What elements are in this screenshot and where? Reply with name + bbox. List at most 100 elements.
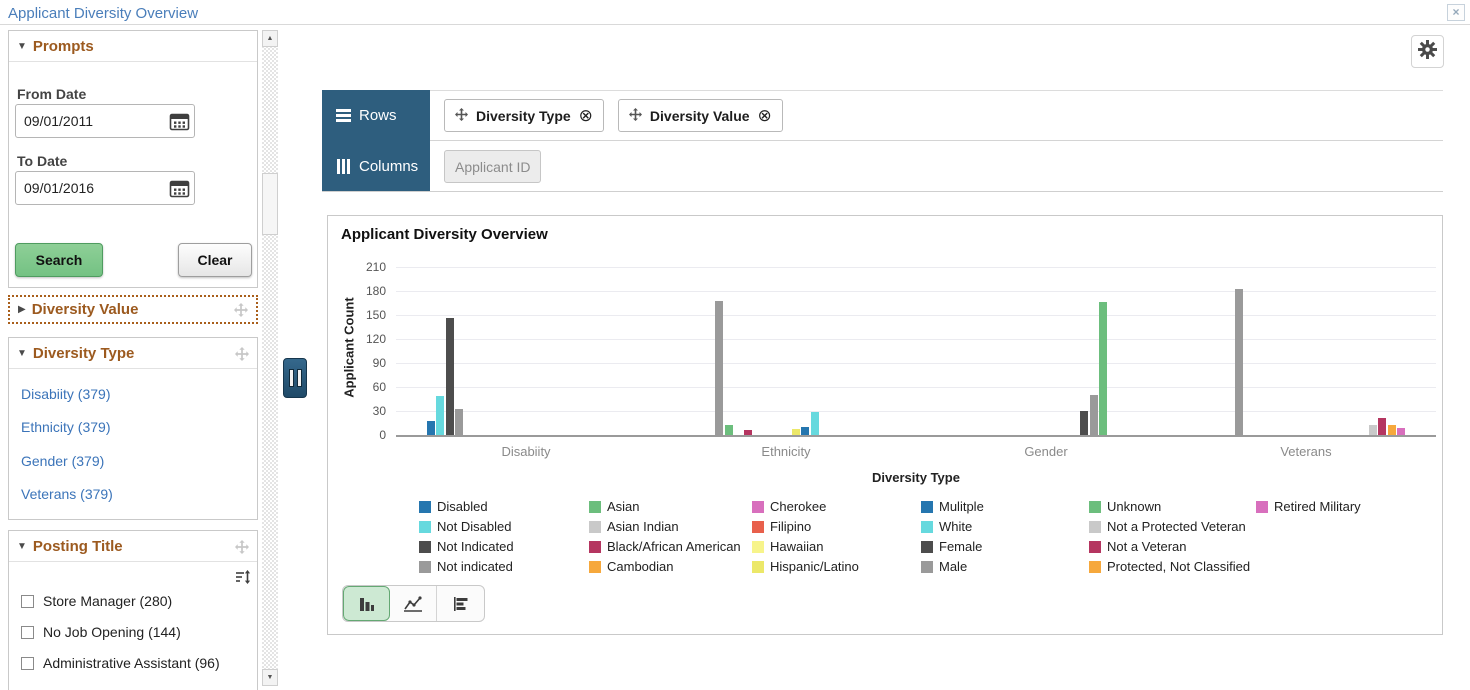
chip-applicant-id[interactable]: Applicant ID xyxy=(444,150,542,183)
legend-item[interactable]: Hawaiian xyxy=(752,539,823,554)
gridline xyxy=(396,291,1436,292)
move-icon[interactable] xyxy=(235,540,249,559)
to-date-input[interactable] xyxy=(16,180,164,196)
y-tick-label: 120 xyxy=(365,332,386,346)
to-date-calendar-icon[interactable] xyxy=(164,173,194,203)
bar-not-disabled[interactable] xyxy=(436,395,445,435)
diversity-value-panel[interactable]: ▶ Diversity Value xyxy=(8,295,258,324)
tab-columns[interactable]: Columns xyxy=(322,141,430,192)
y-tick-label: 90 xyxy=(372,356,386,370)
posting-title-option: No Job Opening (144) xyxy=(21,624,181,640)
bar-protected-not-classified[interactable] xyxy=(1387,424,1396,435)
bar-asian[interactable] xyxy=(724,424,733,435)
posting-title-option: Store Manager (280) xyxy=(21,593,172,609)
legend-item[interactable]: Not a Protected Veteran xyxy=(1089,519,1246,534)
legend-label: Hispanic/Latino xyxy=(770,559,859,574)
chip-diversity-value[interactable]: Diversity Value ⊗ xyxy=(617,99,783,132)
search-button[interactable]: Search xyxy=(15,243,103,277)
legend-swatch xyxy=(589,560,601,573)
close-button[interactable]: × xyxy=(1447,4,1465,21)
remove-icon[interactable]: ⊗ xyxy=(578,106,593,125)
sidebar-collapse-handle[interactable] xyxy=(283,358,307,398)
bar-female[interactable] xyxy=(1080,411,1089,435)
legend-swatch xyxy=(752,500,764,513)
checkbox-no-job-opening[interactable] xyxy=(21,625,34,639)
legend-item[interactable]: Not Disabled xyxy=(419,519,511,534)
sidebar-scrollbar-track[interactable] xyxy=(262,30,278,686)
diversity-type-link-ethnicity[interactable]: Ethnicity (379) xyxy=(21,419,111,435)
checkbox-store-manager[interactable] xyxy=(21,594,34,608)
legend-item[interactable]: Unknown xyxy=(1089,499,1161,514)
legend-item[interactable]: Retired Military xyxy=(1256,499,1361,514)
legend-item[interactable]: Cherokee xyxy=(752,499,826,514)
legend-label: Cambodian xyxy=(607,559,674,574)
bar-not-a-veteran[interactable] xyxy=(1378,418,1387,435)
legend-item[interactable]: Not Indicated xyxy=(419,539,514,554)
pause-icon xyxy=(288,369,294,387)
scroll-up-icon[interactable]: ▲ xyxy=(262,30,278,47)
prompts-header[interactable]: ▼ Prompts xyxy=(9,31,257,62)
legend-item[interactable]: Mulitple xyxy=(921,499,984,514)
move-icon[interactable] xyxy=(235,347,249,366)
chip-diversity-type[interactable]: Diversity Type ⊗ xyxy=(444,99,604,132)
horizontal-bar-chart-icon[interactable] xyxy=(437,586,484,621)
legend-item[interactable]: Black/African American xyxy=(589,539,741,554)
sidebar-scrollbar-thumb[interactable] xyxy=(262,173,278,235)
bar-disabled[interactable] xyxy=(426,420,435,435)
posting-title-header[interactable]: ▼ Posting Title xyxy=(9,531,257,562)
bar-black-african-american[interactable] xyxy=(743,430,752,435)
options-button[interactable] xyxy=(1411,35,1444,68)
legend-label: Asian Indian xyxy=(607,519,679,534)
legend-item[interactable]: Asian xyxy=(589,499,640,514)
legend-swatch xyxy=(589,500,601,513)
legend-item[interactable]: Disabled xyxy=(419,499,488,514)
move-icon[interactable] xyxy=(234,303,248,322)
gear-icon xyxy=(1418,39,1437,64)
line-chart-icon[interactable] xyxy=(390,586,437,621)
checkbox-administrative-assistant[interactable] xyxy=(21,656,34,670)
bar-hispanic-latino[interactable] xyxy=(791,429,800,435)
diversity-type-header[interactable]: ▼ Diversity Type xyxy=(9,338,257,369)
legend-label: Not a Veteran xyxy=(1107,539,1187,554)
bar-chart-icon[interactable] xyxy=(343,586,390,621)
tab-rows[interactable]: Rows xyxy=(322,90,430,141)
legend-item[interactable]: Protected, Not Classified xyxy=(1089,559,1250,574)
legend-item[interactable]: Not a Veteran xyxy=(1089,539,1187,554)
bar-not-indicated[interactable] xyxy=(715,300,724,435)
diversity-type-link-gender[interactable]: Gender (379) xyxy=(21,453,105,469)
bar-unknown[interactable] xyxy=(1099,302,1108,435)
legend-item[interactable]: Male xyxy=(921,559,967,574)
legend-item[interactable]: Cambodian xyxy=(589,559,674,574)
legend-item[interactable]: Female xyxy=(921,539,982,554)
bar-male[interactable] xyxy=(1089,395,1098,435)
bar-white[interactable] xyxy=(810,411,819,435)
bar-not-a-protected-veteran[interactable] xyxy=(1368,425,1377,435)
bar-not-indicated[interactable] xyxy=(445,318,454,435)
legend-item[interactable]: Hispanic/Latino xyxy=(752,559,859,574)
sort-icon[interactable] xyxy=(235,569,251,590)
remove-icon[interactable]: ⊗ xyxy=(757,106,772,125)
bar-retired-military[interactable] xyxy=(1397,427,1406,435)
from-date-field-wrap xyxy=(15,104,195,138)
legend-item[interactable]: Not indicated xyxy=(419,559,513,574)
from-date-input[interactable] xyxy=(16,113,164,129)
bar-not-indicated[interactable] xyxy=(1235,289,1244,435)
bar-mulitple[interactable] xyxy=(801,427,809,435)
tab-columns-label: Columns xyxy=(359,158,419,175)
page-title: Applicant Diversity Overview xyxy=(8,5,199,22)
legend-item[interactable]: White xyxy=(921,519,972,534)
collapse-triangle-icon: ▼ xyxy=(17,347,27,359)
y-tick-label: 210 xyxy=(365,260,386,274)
legend-item[interactable]: Filipino xyxy=(752,519,811,534)
diversity-type-link-disability[interactable]: Disabiity (379) xyxy=(21,386,111,402)
legend-item[interactable]: Asian Indian xyxy=(589,519,679,534)
from-date-calendar-icon[interactable] xyxy=(164,106,194,136)
legend-swatch xyxy=(1256,500,1268,513)
diversity-type-link-veterans[interactable]: Veterans (379) xyxy=(21,486,113,502)
columns-icon xyxy=(336,159,351,174)
pivot-axis-tabs: Rows Columns xyxy=(322,90,430,192)
bar-not-indicated[interactable] xyxy=(455,408,464,435)
clear-button[interactable]: Clear xyxy=(178,243,252,277)
legend-label: Retired Military xyxy=(1274,499,1361,514)
scroll-down-icon[interactable]: ▼ xyxy=(262,669,278,686)
